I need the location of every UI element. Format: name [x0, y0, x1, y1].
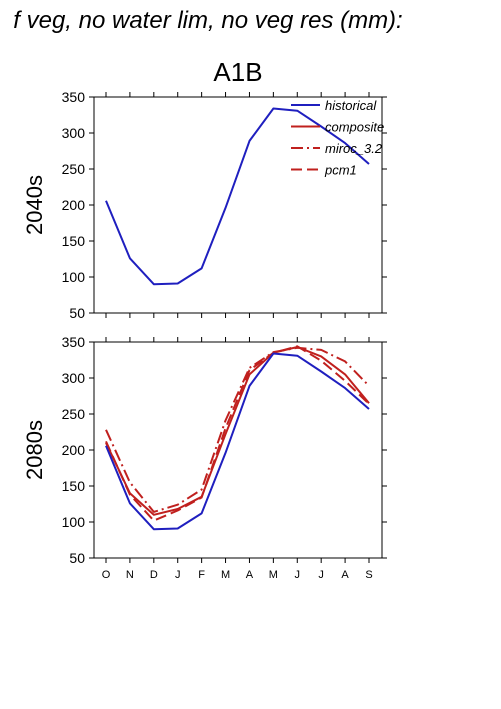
- y-tick-label: 100: [62, 269, 86, 285]
- series-line-composite: [105, 346, 370, 516]
- y-tick-label: 150: [62, 233, 86, 249]
- series-line-miroc_3.2: [105, 346, 370, 513]
- chart-panels: 50 100 150 200 250 300 350 2040s 50 100 150 200 250 3…: [22, 89, 387, 581]
- x-tick-label: J: [318, 569, 324, 581]
- panel-label: 2080s: [22, 420, 47, 480]
- legend: historical composite miroc_3.2 pcm1: [291, 98, 384, 178]
- x-tick-label: J: [175, 569, 181, 581]
- y-tick-label: 50: [69, 550, 85, 566]
- legend-label-miroc_3.2: miroc_3.2: [325, 141, 383, 156]
- y-tick-label: 300: [62, 125, 86, 141]
- y-tick-label: 150: [62, 478, 86, 494]
- y-tick-label: 250: [62, 161, 86, 177]
- y-tick-label: 250: [62, 406, 86, 422]
- series-line-pcm1: [105, 345, 370, 522]
- x-tick-label: A: [341, 569, 349, 581]
- y-tick-label: 350: [62, 334, 86, 350]
- x-tick-label: S: [365, 569, 372, 581]
- figure-title: f veg, no water lim, no veg res (mm):: [13, 7, 402, 34]
- panel-2080s: 50 100 150 200 250 300 350 O N D J F M A M J J A S 2080s: [22, 334, 387, 581]
- x-tick-label: M: [221, 569, 230, 581]
- y-tick-label: 350: [62, 89, 86, 105]
- y-tick-label: 200: [62, 442, 86, 458]
- y-tick-label: 50: [69, 305, 85, 321]
- series-line-historical: [105, 352, 370, 531]
- x-tick-label: D: [150, 569, 158, 581]
- legend-label-pcm1: pcm1: [324, 163, 357, 178]
- y-tick-label: 300: [62, 370, 86, 386]
- x-tick-label: N: [126, 569, 134, 581]
- panel-label: 2040s: [22, 175, 47, 235]
- scenario-title: A1B: [213, 57, 262, 87]
- y-tick-label: 200: [62, 197, 86, 213]
- x-tick-label: O: [102, 569, 111, 581]
- x-tick-label: A: [246, 569, 254, 581]
- x-tick-label: F: [198, 569, 205, 581]
- legend-label-historical: historical: [325, 98, 377, 113]
- y-tick-label: 100: [62, 514, 86, 530]
- x-tick-label: J: [295, 569, 301, 581]
- series-line-historical: [105, 107, 370, 286]
- panel-2040s: 50 100 150 200 250 300 350 2040s: [22, 89, 387, 321]
- x-tick-label: M: [269, 569, 278, 581]
- legend-label-composite: composite: [325, 120, 384, 135]
